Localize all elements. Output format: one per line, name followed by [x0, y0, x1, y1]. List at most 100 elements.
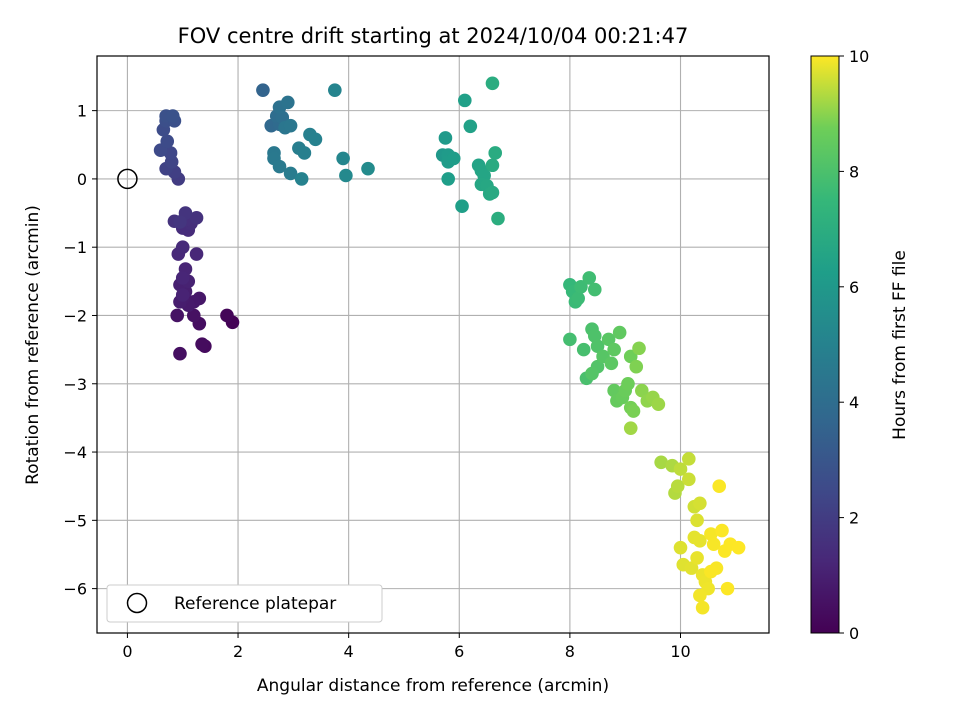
scatter-point	[438, 131, 453, 145]
colorbar-gradient	[810, 55, 840, 634]
colorbar-tick-label: 4	[849, 393, 859, 412]
scatter-point	[297, 146, 312, 160]
scatter-point	[175, 288, 190, 302]
scatter-point	[485, 158, 500, 173]
x-axis-label: Angular distance from reference (arcmin)	[257, 676, 609, 696]
scatter-point	[175, 240, 190, 254]
x-tick-label: 2	[233, 642, 243, 661]
scatter-point	[731, 540, 746, 555]
scatter-point	[339, 168, 353, 183]
scatter-point	[576, 342, 591, 357]
scatter-point	[283, 118, 298, 133]
chart-title: FOV centre drift starting at 2024/10/04 …	[178, 24, 689, 48]
legend-label-reference: Reference platepar	[174, 594, 336, 614]
scatter-point	[634, 383, 649, 398]
colorbar: 0 2 4 6 8 10 Hours from first FF file	[810, 47, 910, 643]
scatter-point	[574, 280, 588, 294]
y-tick-label: −2	[63, 306, 87, 325]
scatter-point	[720, 581, 735, 596]
scatter-point	[715, 523, 729, 538]
scatter-point	[220, 308, 234, 323]
y-axis-label: Rotation from reference (arcmin)	[23, 205, 43, 485]
scatter-point	[281, 95, 295, 110]
scatter-point	[704, 527, 718, 541]
scatter-point	[670, 479, 685, 493]
scatter-point	[458, 93, 472, 108]
scatter-point	[175, 271, 190, 285]
scatter-point	[690, 513, 704, 528]
scatter-point	[173, 346, 187, 361]
scatter-point	[336, 151, 350, 166]
scatter-point	[601, 332, 616, 347]
scatter-point	[563, 332, 577, 347]
scatter-point	[275, 110, 290, 125]
legend: Reference platepar	[106, 584, 383, 623]
colorbar-tick-label: 10	[849, 47, 869, 66]
scatter-point	[308, 132, 323, 147]
scatter-point	[582, 271, 597, 285]
y-tick-label: 1	[77, 102, 87, 121]
scatter-point	[189, 211, 204, 225]
scatter-point	[170, 308, 184, 323]
scatter-point	[693, 588, 707, 603]
scatter-point	[294, 172, 309, 186]
scatter-point	[160, 134, 175, 149]
colorbar-ticks: 0 2 4 6 8 10	[839, 47, 869, 643]
y-tick-label: 0	[77, 170, 87, 189]
scatter-point	[604, 356, 619, 371]
scatter-point	[585, 366, 599, 381]
scatter-point	[612, 325, 627, 340]
reference-layer	[117, 168, 138, 190]
scatter-point	[607, 342, 621, 357]
scatter-point	[361, 161, 375, 176]
y-tick-label: −6	[63, 580, 87, 599]
scatter-point	[695, 600, 710, 615]
reference-point-marker	[117, 168, 138, 190]
legend-box	[106, 584, 383, 623]
scatter-point	[651, 397, 666, 412]
scatter-point	[272, 159, 287, 174]
scatter-point	[195, 337, 209, 351]
scatter-point	[173, 215, 187, 229]
y-tick-label: −1	[63, 238, 87, 257]
scatter-point	[673, 462, 688, 476]
x-tick-label: 10	[670, 642, 690, 661]
scatter-point	[690, 551, 704, 565]
scatter-point	[455, 199, 469, 214]
y-axis-ticks: 1 0 −1 −2 −3 −4 −5 −6	[63, 102, 97, 599]
scatter-point	[590, 339, 605, 354]
y-tick-label: −4	[63, 443, 87, 462]
scatter-point	[706, 537, 721, 552]
scatter-point	[587, 282, 602, 297]
scatter-point	[621, 376, 635, 391]
x-tick-label: 8	[565, 642, 575, 661]
scatter-point	[673, 540, 688, 555]
scatter-point	[629, 359, 644, 374]
colorbar-tick-label: 2	[849, 509, 859, 528]
colorbar-tick-label: 8	[849, 162, 859, 181]
scatter-point	[704, 564, 718, 579]
scatter-point	[491, 211, 505, 226]
scatter-point	[626, 404, 641, 418]
x-axis-ticks: 0 2 4 6 8 10	[122, 633, 691, 661]
y-tick-label: −5	[63, 511, 87, 530]
scatter-point	[186, 308, 201, 323]
scatter-point	[587, 329, 602, 343]
scatter-point	[623, 421, 638, 435]
scatter-point	[463, 119, 478, 134]
scatter-point	[623, 349, 638, 364]
scatter-point	[682, 472, 696, 487]
x-tick-label: 0	[122, 642, 132, 661]
scatter-point	[256, 83, 270, 97]
scatter-point	[682, 452, 696, 466]
scatter-point	[654, 455, 668, 470]
scatter-point	[485, 185, 500, 200]
scatter-point	[571, 291, 585, 306]
scatter-point	[283, 166, 298, 181]
plot-frame	[96, 55, 770, 634]
legend-marker-reference	[126, 592, 148, 614]
scatter-point	[693, 496, 707, 511]
scatter-point	[446, 151, 461, 166]
scatter-point	[441, 172, 456, 186]
